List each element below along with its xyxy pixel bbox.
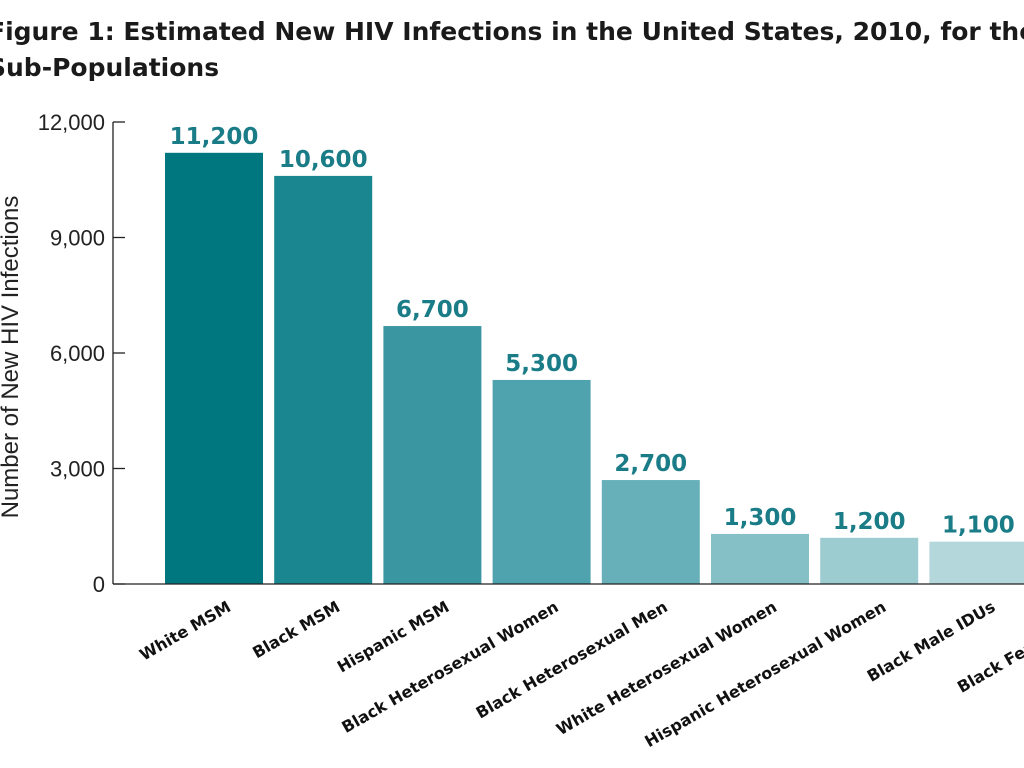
category-label: White MSM [136, 597, 234, 664]
y-tick-label: 0 [93, 572, 105, 597]
bar-value-label: 10,600 [279, 147, 368, 173]
bar-value-label: 2,700 [614, 451, 687, 477]
bar [601, 480, 700, 584]
category-label: Black MSM [249, 597, 343, 662]
bar [929, 541, 1024, 584]
bar [383, 326, 482, 584]
category-label: Black Heterosexual Men [473, 597, 671, 722]
bar-value-label: 6,700 [396, 297, 469, 323]
y-tick-label: 9,000 [50, 226, 105, 251]
bar [711, 533, 809, 584]
bar-value-label: 5,300 [505, 351, 578, 377]
category-label: Black Heterosexual Women [338, 597, 561, 737]
chart-title-line-2: Sub-Populations [0, 53, 219, 82]
bar-value-label: 1,100 [942, 513, 1015, 539]
bar-value-label: 11,200 [170, 124, 259, 150]
y-axis-label: Number of New HIV Infections [0, 196, 24, 519]
y-tick-label: 6,000 [50, 341, 105, 366]
bar [492, 379, 591, 584]
category-label: White Heterosexual Women [553, 597, 780, 739]
bars-group [165, 152, 1024, 585]
bar-value-label: 1,200 [833, 509, 906, 535]
bar [820, 537, 919, 584]
y-tick-label: 12,000 [38, 110, 105, 135]
value-labels-group: 11,200 10,600 6,700 5,300 2,700 1,300 1,200 1,1… [170, 124, 1015, 539]
chart-title-line-1: Figure 1: Estimated New HIV Infections i… [0, 17, 1024, 46]
y-tick-label: 3,000 [50, 457, 105, 482]
bar [165, 152, 263, 585]
y-axis: 0 3,000 6,000 9,000 12,000 [38, 110, 125, 597]
chart-title: Figure 1: Estimated New HIV Infections i… [0, 17, 1024, 82]
bar [274, 175, 373, 584]
bar-value-label: 1,300 [724, 505, 797, 531]
